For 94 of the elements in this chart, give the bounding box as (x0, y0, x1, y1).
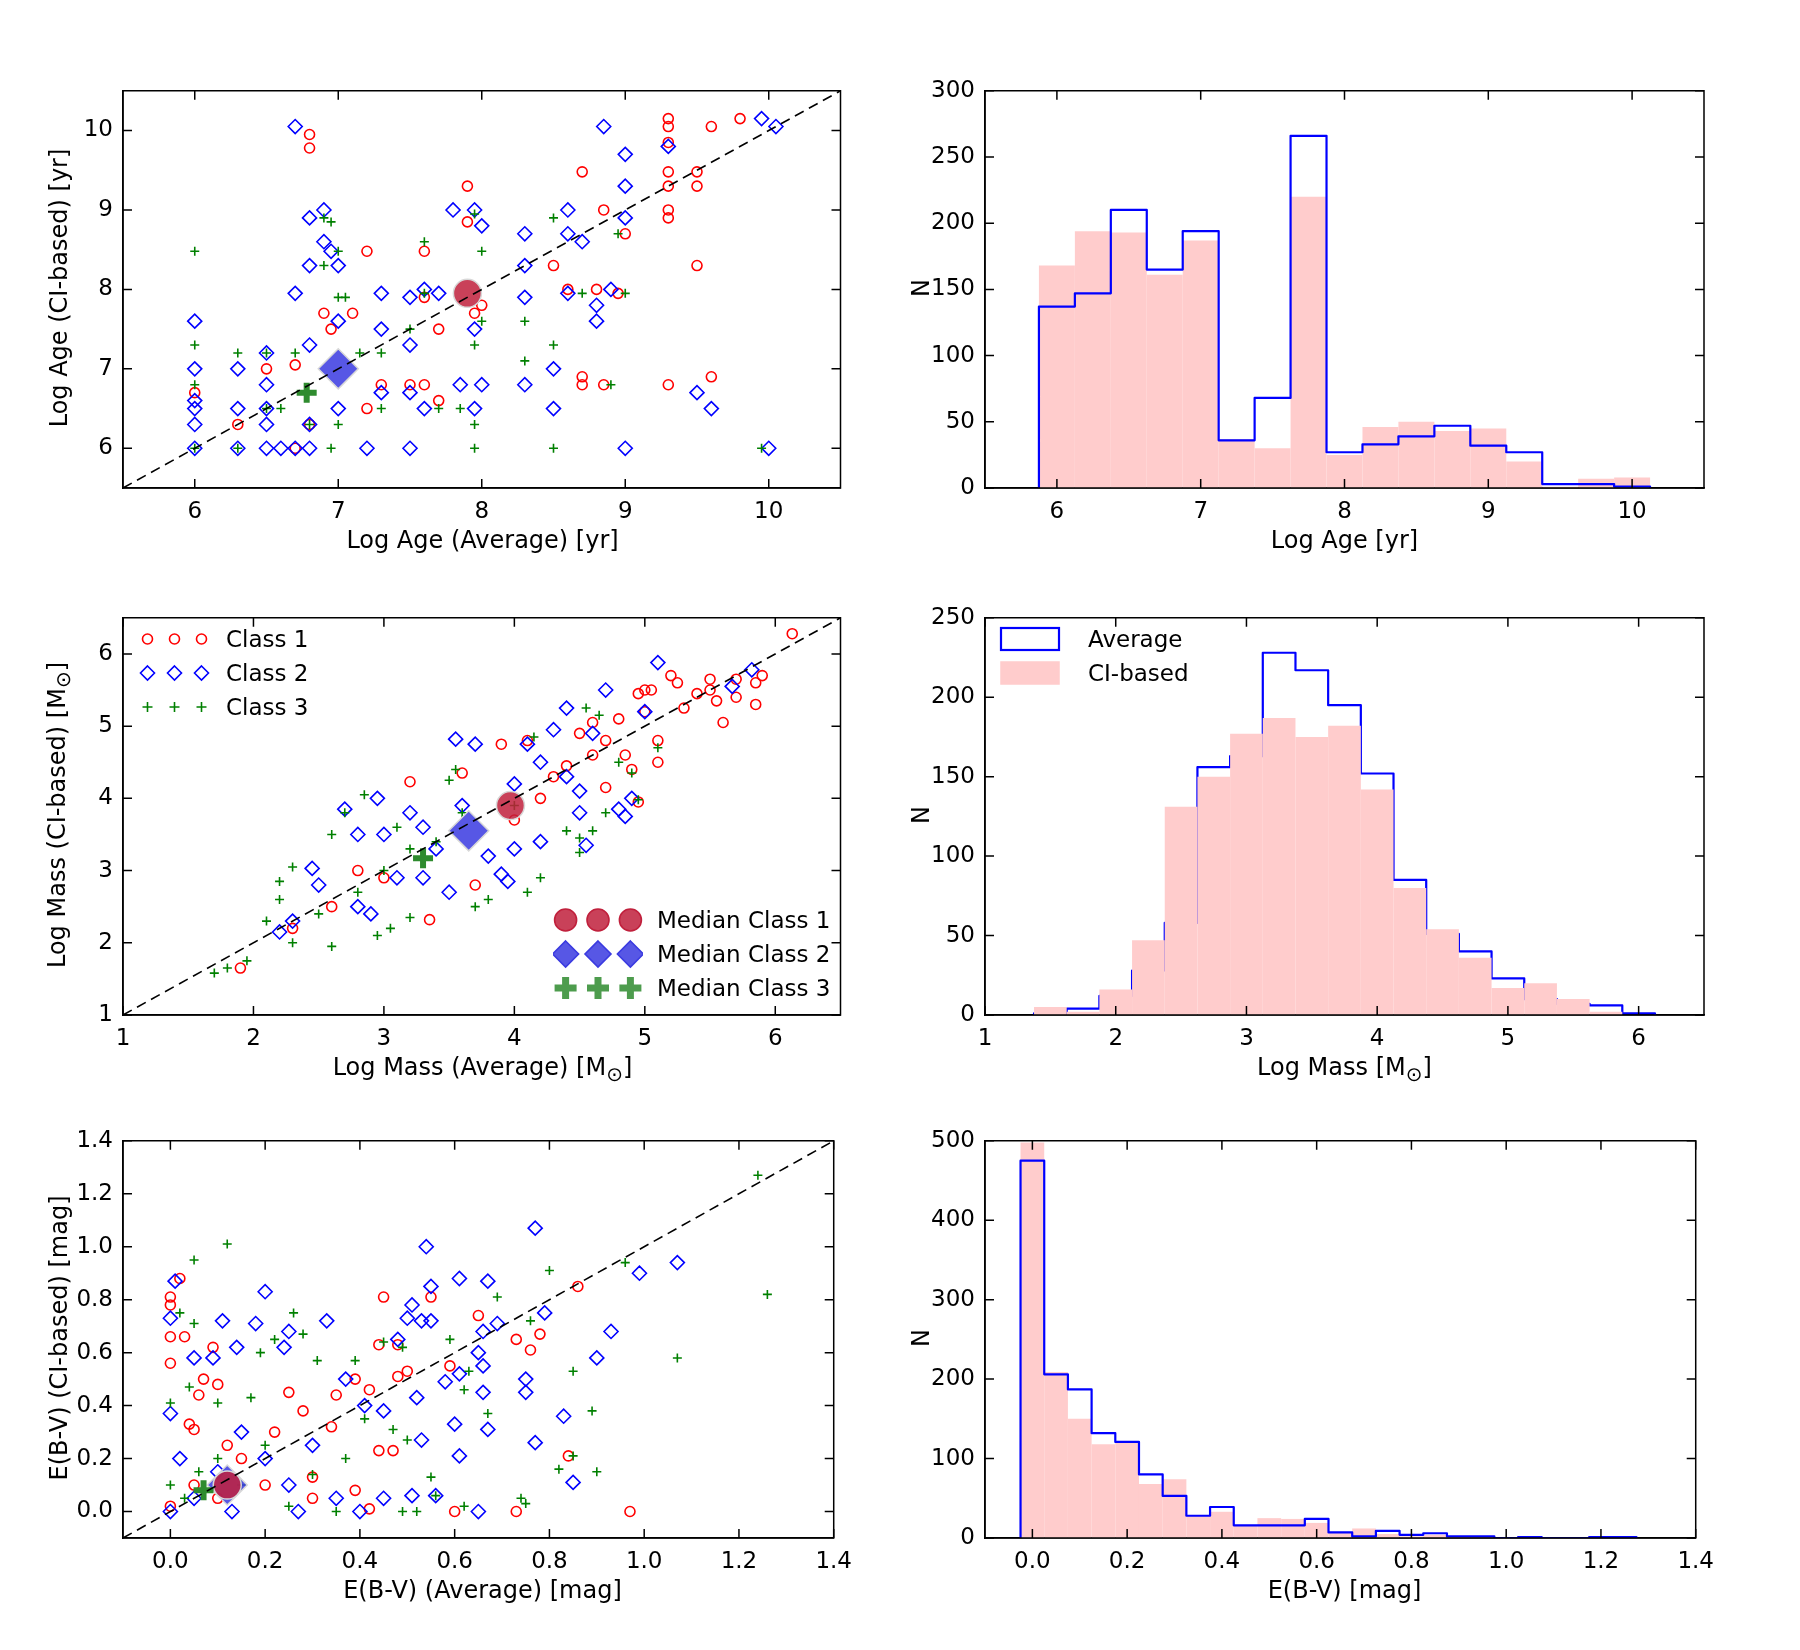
x-tick-label: 2 (1108, 1023, 1124, 1050)
legend-label: Average (1088, 626, 1183, 652)
x-tick-label: 1.4 (815, 1546, 852, 1573)
x-tick-label: 6 (187, 496, 203, 523)
x-tick-label: 1 (115, 1023, 131, 1050)
y-tick-label: 5 (98, 711, 113, 738)
x-tick-label: 2 (246, 1023, 261, 1050)
legend-label: Class 1 (226, 626, 309, 652)
y-tick-label: 0 (960, 472, 975, 499)
x-tick-label: 0.2 (246, 1546, 284, 1573)
x-axis-title: Log Age (Average) [yr] (345, 526, 620, 554)
y-tick-label: 4 (98, 783, 113, 810)
y-tick-label: 1.2 (76, 1178, 113, 1205)
x-tick-label: 7 (1193, 496, 1209, 523)
legend-label: CI-based (1088, 660, 1189, 686)
x-tick-label: 0.2 (1108, 1546, 1146, 1573)
y-tick-label: 150 (931, 274, 975, 301)
x-tick-label: 1.0 (1487, 1546, 1525, 1573)
x-tick-label: 0.8 (1393, 1546, 1430, 1573)
x-tick-label: 7 (330, 496, 346, 523)
y-tick-label: 50 (945, 920, 975, 947)
legend-label: Median Class 3 (657, 975, 831, 1001)
y-axis-title: Log Age (CI-based) [yr] (45, 148, 73, 427)
x-tick-label: 0.0 (1014, 1546, 1051, 1573)
y-tick-label: 150 (931, 761, 975, 788)
x-tick-label: 9 (617, 496, 633, 523)
y-axis-title: E(B-V) (CI-based) [mag] (45, 1195, 73, 1480)
x-axis-title: E(B-V) (Average) [mag] (342, 1576, 623, 1604)
x-tick-label: 5 (637, 1023, 653, 1050)
x-tick-label: 4 (507, 1023, 522, 1050)
y-tick-label: 9 (98, 194, 113, 221)
y-axis-title: N (907, 805, 935, 824)
x-axis-title: Log Age [yr] (1269, 526, 1420, 554)
x-tick-label: 10 (1617, 496, 1647, 523)
legend-label: Class 3 (226, 694, 309, 720)
y-tick-label: 0 (960, 999, 975, 1026)
y-tick-label: 250 (931, 141, 975, 168)
x-tick-label: 0.4 (341, 1546, 379, 1573)
y-tick-label: 0.4 (76, 1390, 113, 1417)
x-axis-title: Log Mass (Average) [M$_{⊙}$] (331, 1053, 634, 1086)
y-tick-label: 500 (931, 1125, 975, 1152)
x-tick-label: 6 (767, 1023, 783, 1050)
x-tick-label: 10 (754, 496, 784, 523)
y-tick-label: 1 (98, 999, 113, 1026)
y-tick-label: 200 (931, 1364, 975, 1391)
legend-label: Median Class 1 (657, 907, 831, 933)
x-tick-label: 9 (1480, 496, 1496, 523)
x-tick-label: 0.6 (1298, 1546, 1335, 1573)
x-tick-label: 0.8 (531, 1546, 568, 1573)
y-tick-label: 3 (98, 855, 113, 882)
y-tick-label: 1.0 (76, 1231, 113, 1258)
x-tick-label: 3 (1239, 1023, 1254, 1050)
y-tick-label: 7 (98, 353, 113, 380)
x-axis-title: Log Mass [M$_{⊙}$] (1256, 1053, 1433, 1086)
y-tick-label: 0.6 (76, 1337, 113, 1364)
x-tick-label: 0.6 (436, 1546, 473, 1573)
x-tick-label: 1.4 (1677, 1546, 1714, 1573)
y-tick-label: 100 (931, 1443, 975, 1470)
y-tick-label: 200 (931, 208, 975, 235)
y-tick-label: 250 (931, 602, 975, 629)
y-tick-label: 100 (931, 841, 975, 868)
x-tick-label: 0.4 (1203, 1546, 1241, 1573)
y-tick-label: 0.0 (76, 1496, 113, 1523)
x-tick-label: 0.0 (152, 1546, 189, 1573)
x-tick-label: 1.0 (625, 1546, 663, 1573)
y-tick-label: 300 (931, 1284, 975, 1311)
x-tick-label: 3 (376, 1023, 392, 1050)
y-tick-label: 0 (960, 1522, 975, 1549)
x-tick-label: 1 (977, 1023, 993, 1050)
y-tick-label: 2 (98, 927, 113, 954)
x-tick-label: 8 (474, 496, 490, 523)
y-tick-label: 6 (98, 638, 113, 665)
y-tick-label: 200 (931, 682, 975, 709)
y-tick-label: 1.4 (76, 1125, 113, 1152)
x-tick-label: 4 (1369, 1023, 1385, 1050)
y-tick-label: 400 (931, 1205, 975, 1232)
y-tick-label: 100 (931, 340, 975, 367)
x-tick-label: 8 (1337, 496, 1352, 523)
x-tick-label: 1.2 (720, 1546, 758, 1573)
x-tick-label: 6 (1631, 1023, 1646, 1050)
y-tick-label: 300 (931, 75, 975, 102)
x-tick-label: 1.2 (1582, 1546, 1620, 1573)
y-tick-label: 0.8 (76, 1284, 113, 1311)
y-tick-label: 50 (945, 406, 975, 433)
y-tick-label: 10 (83, 115, 113, 142)
y-tick-label: 0.2 (76, 1443, 113, 1470)
y-tick-label: 8 (98, 274, 113, 301)
x-tick-label: 6 (1049, 496, 1065, 523)
y-tick-label: 6 (98, 433, 113, 460)
y-axis-title: N (907, 1328, 935, 1347)
legend-label: Median Class 2 (657, 941, 831, 967)
legend-label: Class 2 (226, 660, 309, 686)
x-tick-label: 5 (1500, 1023, 1516, 1050)
x-axis-title: E(B-V) [mag] (1266, 1576, 1423, 1604)
